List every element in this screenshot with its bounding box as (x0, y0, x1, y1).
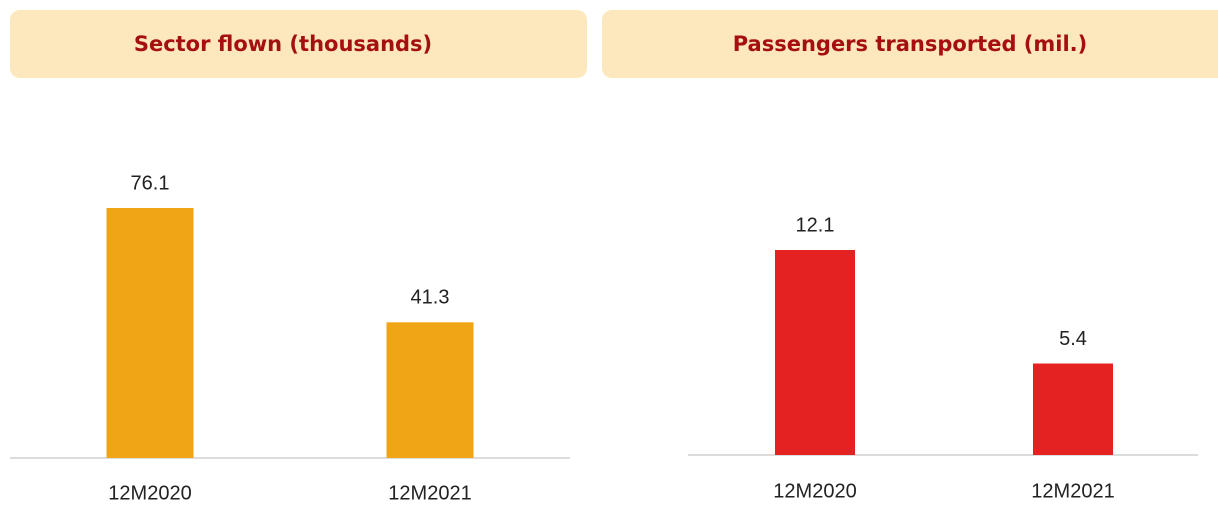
title-box (10, 10, 587, 78)
value-label: 76.1 (131, 172, 170, 194)
bar (775, 250, 855, 455)
chart-title: Sector flown (thousands) (134, 32, 432, 56)
value-label: 41.3 (411, 287, 450, 309)
x-tick-label: 12M2020 (108, 482, 191, 504)
x-tick-label: 12M2020 (773, 480, 856, 502)
bar (106, 208, 194, 458)
title-box (602, 10, 1218, 78)
value-label: 12.1 (796, 214, 835, 236)
x-tick-label: 12M2021 (388, 482, 471, 504)
chart-title: Passengers transported (mil.) (733, 32, 1088, 56)
value-label: 5.4 (1059, 328, 1087, 350)
bar (1033, 363, 1113, 455)
x-tick-label: 12M2021 (1031, 480, 1114, 502)
bar (386, 322, 474, 458)
